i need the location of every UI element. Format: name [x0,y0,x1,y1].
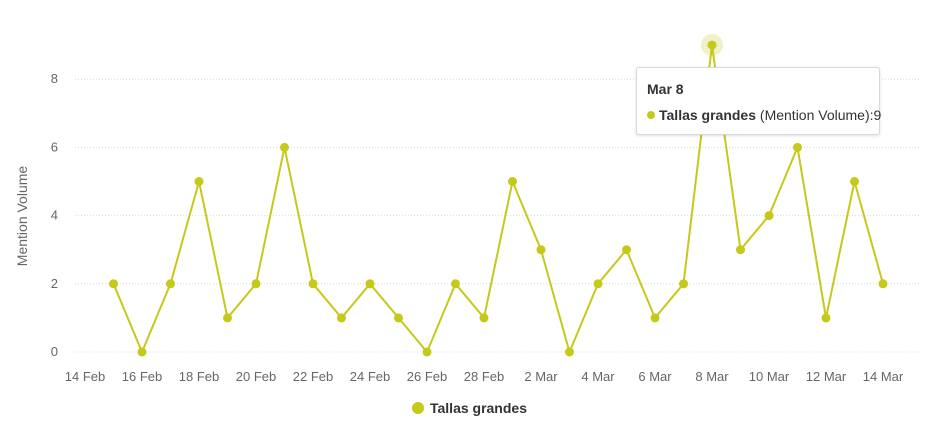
x-tick-label: 22 Feb [293,369,333,384]
data-point[interactable] [251,279,261,289]
tooltip-series-name: Tallas grandes [659,107,757,123]
data-point[interactable] [280,142,289,152]
data-point[interactable] [508,177,517,186]
data-point[interactable] [565,347,574,357]
x-tick-label: 16 Feb [122,369,162,384]
tooltip-series-dot-icon [647,111,655,119]
data-point[interactable] [194,177,204,186]
data-point[interactable] [707,40,717,50]
x-tick-label: 26 Feb [407,369,447,384]
x-tick-label: 10 Mar [749,369,790,384]
data-point[interactable] [736,245,745,255]
data-point[interactable] [878,279,888,289]
data-point[interactable] [337,313,346,323]
tooltip: Mar 8 Tallas grandes (Mention Volume):9 [636,67,881,135]
x-tick-label: 24 Feb [350,369,390,384]
x-tick-label: 2 Mar [524,369,558,384]
legend-label: Tallas grandes [429,400,527,416]
data-point[interactable] [622,245,631,255]
x-tick-label: 20 Feb [236,369,276,384]
tooltip-title: Mar 8 [647,81,684,97]
data-point[interactable] [109,279,118,289]
data-point[interactable] [308,279,318,289]
tooltip-row: Tallas grandes (Mention Volume):9 [647,106,881,124]
data-point[interactable] [821,313,831,323]
data-point[interactable] [850,177,859,186]
data-point[interactable] [764,211,774,221]
data-point[interactable] [166,279,175,289]
data-point[interactable] [365,279,375,289]
data-point[interactable] [451,279,460,289]
data-point[interactable] [793,142,802,152]
series-tallas-grandes [109,34,888,357]
x-axis-ticks: 14 Feb 16 Feb 18 Feb 20 Feb 22 Feb 24 Feb 26 F… [65,369,904,384]
data-point[interactable] [137,347,147,357]
data-point[interactable] [223,313,232,323]
y-axis-title: Mention Volume [14,166,30,267]
data-point[interactable] [679,279,688,289]
x-tick-label: 14 Mar [863,369,904,384]
data-point[interactable] [536,245,546,255]
data-point[interactable] [422,347,432,357]
x-tick-label: 8 Mar [695,369,729,384]
legend[interactable]: Tallas grandes [0,400,939,416]
tooltip-value: 9 [873,107,882,123]
data-point[interactable] [593,279,603,289]
tooltip-measure: (Mention Volume): [756,107,874,123]
x-tick-label: 4 Mar [581,369,615,384]
legend-dot-icon [411,402,424,414]
data-point[interactable] [394,313,403,323]
grid-lines [75,78,921,353]
y-axis-ticks: 0 2 4 6 8 [51,71,58,359]
x-tick-label: 28 Feb [464,369,504,384]
y-tick-label: 8 [51,71,58,86]
x-tick-label: 12 Mar [806,369,847,384]
data-point[interactable] [479,313,489,323]
y-tick-label: 6 [51,139,58,154]
series-line [112,44,884,353]
data-point[interactable] [650,313,660,323]
y-tick-label: 4 [51,208,58,223]
y-tick-label: 2 [51,276,58,291]
x-tick-label: 6 Mar [638,369,672,384]
x-tick-label: 14 Feb [65,369,105,384]
y-tick-label: 0 [51,344,58,359]
x-tick-label: 18 Feb [179,369,219,384]
